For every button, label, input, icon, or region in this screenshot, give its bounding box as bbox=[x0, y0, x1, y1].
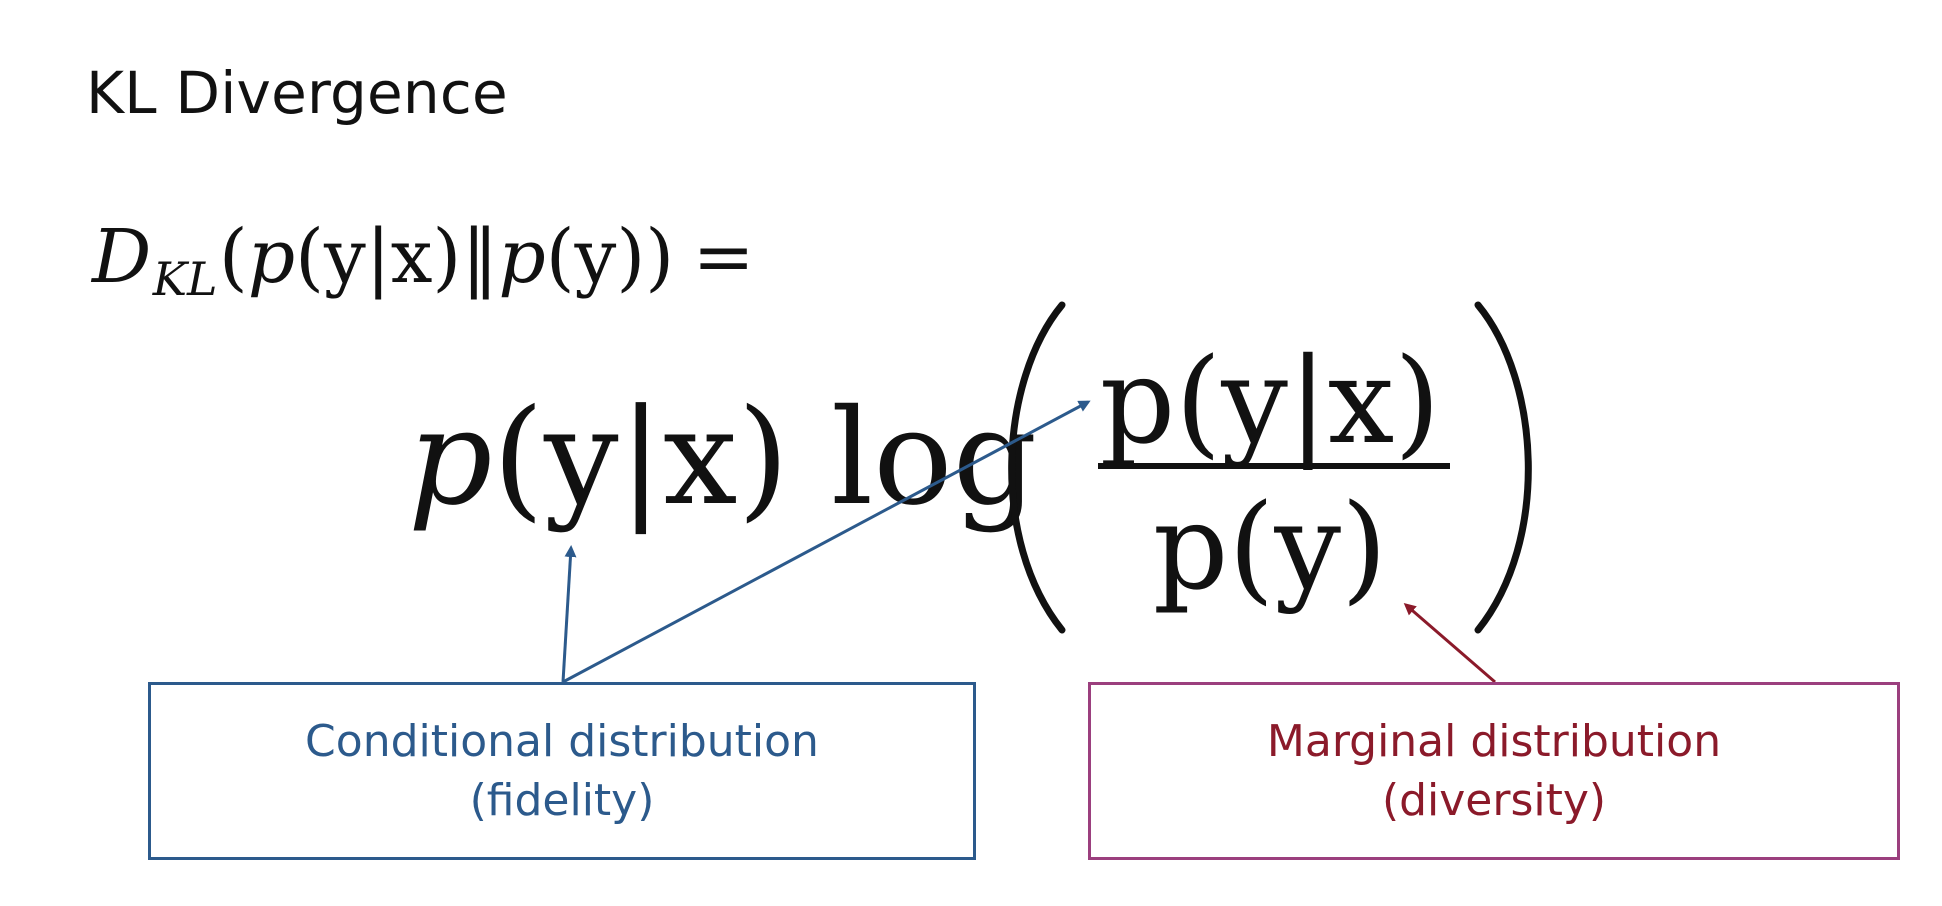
slide-title: KL Divergence bbox=[86, 59, 508, 127]
fidelity-label: (fidelity) bbox=[469, 775, 655, 826]
norm-symbol: ‖ bbox=[461, 214, 499, 300]
p-marginal: p bbox=[498, 214, 546, 300]
rhs-p: p bbox=[408, 381, 493, 535]
fraction-denominator: p(y) bbox=[1152, 478, 1388, 616]
p-conditional: p bbox=[247, 214, 296, 300]
equals-sign: = bbox=[692, 214, 755, 300]
fraction-numerator: p(y|x) bbox=[1099, 332, 1441, 470]
marginal-arg: (y)) bbox=[545, 214, 675, 300]
conditional-arg: (y|x) bbox=[295, 214, 462, 300]
open-paren: ( bbox=[218, 214, 248, 300]
fraction-bar bbox=[1098, 463, 1450, 469]
kl-divergence-definition: DKL(p(y|x)‖p(y)) = bbox=[92, 220, 755, 303]
marginal-label: Marginal distribution bbox=[1266, 715, 1722, 767]
d-symbol: D bbox=[92, 214, 152, 300]
conditional-distribution-box: Conditional distribution (fidelity) bbox=[148, 682, 976, 860]
conditional-label: Conditional distribution bbox=[305, 715, 819, 767]
marginal-distribution-box: Marginal distribution (diversity) bbox=[1088, 682, 1900, 860]
kl-subscript: KL bbox=[152, 251, 218, 306]
diversity-label: (diversity) bbox=[1381, 775, 1607, 826]
